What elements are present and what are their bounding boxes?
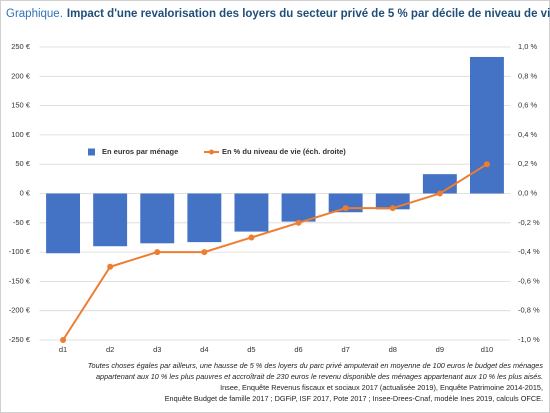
y2-tick-label: 0,0 % — [518, 188, 538, 197]
y2-tick-label: -1,0 % — [518, 335, 540, 344]
line-marker — [107, 263, 114, 270]
note: appartenant aux 10 % les plus pauvres et… — [96, 372, 543, 381]
x-tick-label: d8 — [389, 345, 397, 354]
title-text: Impact d'une revalorisation des loyers d… — [67, 8, 550, 20]
y-tick-label: 100 € — [11, 130, 31, 139]
y-tick-label: 200 € — [11, 71, 31, 80]
line — [62, 163, 488, 341]
legend-swatch — [88, 148, 95, 156]
line-marker — [342, 205, 349, 212]
source: Insee, Enquête Revenus fiscaux et sociau… — [220, 383, 543, 392]
bar — [187, 193, 222, 243]
line-marker — [248, 234, 255, 241]
y2-tick-label: -0,4 % — [518, 247, 540, 256]
y2-tick-label: 0,2 % — [518, 159, 538, 168]
x-tick-label: d3 — [153, 345, 161, 354]
chart-title: Graphique. Impact d'une revalorisation de… — [6, 8, 550, 20]
y2-tick-label: 1,0 % — [518, 42, 538, 51]
line-marker — [201, 249, 208, 256]
y-tick-label: 250 € — [11, 42, 31, 51]
y-tick-label: -100 € — [9, 247, 31, 256]
y-tick-label: 50 € — [15, 159, 30, 168]
bar — [93, 193, 128, 247]
bar — [469, 56, 504, 194]
legend-swatch-marker — [209, 149, 214, 155]
y2-tick-label: 0,8 % — [518, 71, 538, 80]
y2-tick-label: -0,2 % — [518, 218, 540, 227]
line-marker — [60, 337, 67, 343]
y2-tick-label: -0,8 % — [518, 306, 540, 315]
legend-label: En euros par ménage — [102, 147, 178, 156]
y-tick-label: -150 € — [9, 276, 31, 285]
line-marker — [483, 161, 490, 168]
y-tick-label: -200 € — [9, 306, 31, 315]
line-marker — [389, 205, 396, 212]
y-tick-label: -50 € — [13, 218, 31, 227]
x-tick-label: d1 — [59, 345, 67, 354]
x-tick-label: d7 — [341, 345, 349, 354]
source: Enquête Budget de famille 2017 ; DGFiP, … — [165, 394, 543, 403]
x-tick-label: d4 — [200, 345, 208, 354]
bar — [46, 193, 81, 254]
x-tick-label: d5 — [247, 345, 255, 354]
line-marker — [436, 190, 443, 197]
bar — [140, 193, 175, 244]
x-tick-label: d6 — [294, 345, 302, 354]
note: Toutes choses égales par ailleurs, une h… — [88, 361, 544, 370]
y-tick-label: 0 € — [20, 188, 31, 197]
y-tick-label: -250 € — [9, 335, 31, 344]
y-tick-label: 150 € — [11, 101, 31, 110]
line-marker — [154, 249, 161, 256]
bar — [234, 193, 269, 232]
x-tick-label: d2 — [106, 345, 114, 354]
bar — [281, 193, 316, 222]
title-label: Graphique. — [6, 8, 63, 20]
y2-tick-label: 0,4 % — [518, 130, 538, 139]
legend-label: En % du niveau de vie (éch. droite) — [222, 147, 346, 156]
line-marker — [295, 219, 302, 226]
y2-tick-label: -0,6 % — [518, 276, 540, 285]
x-tick-label: d9 — [436, 345, 444, 354]
x-tick-label: d10 — [481, 345, 494, 354]
y2-tick-label: 0,6 % — [518, 101, 538, 110]
